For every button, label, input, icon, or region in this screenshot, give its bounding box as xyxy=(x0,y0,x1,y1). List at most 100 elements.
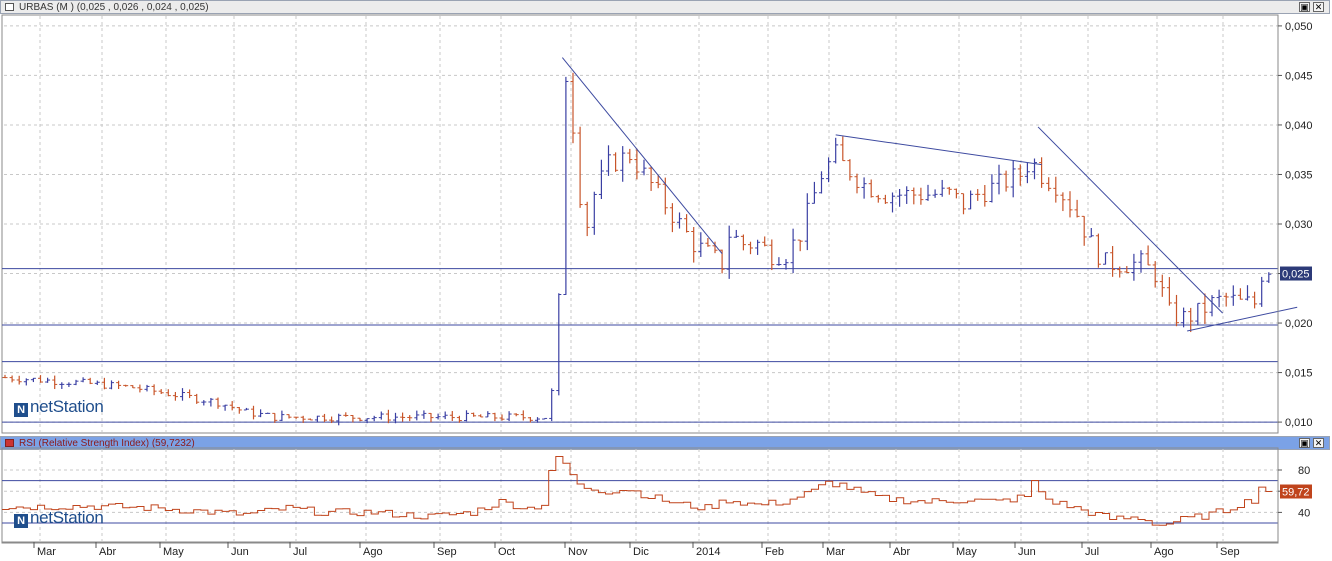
ohlc-bar xyxy=(890,192,895,213)
maximize-button[interactable]: ▣ xyxy=(1299,2,1310,12)
ohlc-bar xyxy=(1003,170,1009,192)
ohlc-bar xyxy=(393,412,398,424)
current-price-marker: 0,025 xyxy=(1280,266,1312,281)
ohlc-bar xyxy=(513,413,519,417)
ohlc-bar xyxy=(23,378,29,386)
price-trendlines xyxy=(561,57,1298,332)
ohlc-bar xyxy=(456,415,462,423)
ohlc-bar xyxy=(94,380,100,386)
ohlc-bar xyxy=(130,385,136,389)
ohlc-bar xyxy=(258,409,264,418)
x-tick-label: Abr xyxy=(893,546,910,558)
ohlc-bar xyxy=(158,389,164,395)
ohlc-bar xyxy=(918,187,924,205)
price-tick-label: 0,040 xyxy=(1285,120,1313,132)
x-tick-label: Sep xyxy=(1220,546,1240,558)
x-tick-label: Jun xyxy=(1018,546,1036,558)
ohlc-bar xyxy=(1138,250,1144,273)
ohlc-bar xyxy=(1174,294,1179,327)
ohlc-bar xyxy=(364,418,370,424)
ohlc-bar xyxy=(1067,191,1073,218)
price-tick-label: 0,020 xyxy=(1285,318,1313,330)
trendline xyxy=(1037,126,1224,314)
ohlc-bar xyxy=(329,416,335,424)
ohlc-bar xyxy=(762,236,768,247)
maximize-button[interactable]: ▣ xyxy=(1299,438,1310,448)
ohlc-bar xyxy=(932,189,938,198)
ohlc-bar xyxy=(485,411,491,418)
price-tick-label: 0,030 xyxy=(1285,219,1313,231)
ohlc-bar xyxy=(1266,272,1272,283)
ohlc-bar xyxy=(357,417,363,422)
ohlc-bar xyxy=(428,412,434,423)
ohlc-bar xyxy=(165,389,171,397)
ohlc-bar xyxy=(1259,276,1265,307)
ohlc-bar xyxy=(1159,274,1165,297)
rsi-line-group xyxy=(2,455,1273,526)
ohlc-bar xyxy=(1010,160,1016,198)
x-tick-label: May xyxy=(163,546,184,558)
price-panel-title-bar: URBAS (M ) (0,025 , 0,026 , 0,024 , 0,02… xyxy=(0,0,1330,14)
ohlc-bar xyxy=(151,384,157,396)
ohlc-bar xyxy=(385,409,391,424)
ohlc-bar xyxy=(201,400,207,406)
ohlc-bar xyxy=(1032,158,1037,180)
close-button[interactable]: ✕ xyxy=(1313,2,1324,12)
ohlc-bar xyxy=(1145,245,1151,266)
ohlc-bar xyxy=(939,179,945,197)
ohlc-bar xyxy=(776,257,782,266)
ohlc-bar xyxy=(1230,285,1236,306)
price-grid xyxy=(1,14,1279,544)
ohlc-bar xyxy=(16,375,22,385)
ohlc-bar xyxy=(300,415,306,423)
x-tick-label: Mar xyxy=(826,546,845,558)
ohlc-bar xyxy=(662,177,668,215)
price-tick-label: 0,035 xyxy=(1285,169,1313,181)
ohlc-bar xyxy=(868,179,874,198)
ohlc-bar xyxy=(464,410,469,422)
ohlc-bar xyxy=(251,405,256,420)
ohlc-bar xyxy=(478,414,484,418)
ohlc-bar xyxy=(471,412,477,417)
price-bars xyxy=(2,72,1272,426)
current-rsi-label-bg xyxy=(1280,484,1312,499)
ohlc-bar xyxy=(897,189,903,207)
price-tick-label: 0,050 xyxy=(1285,21,1313,33)
ohlc-bar xyxy=(804,193,810,251)
price-tick-label: 0,045 xyxy=(1285,70,1313,82)
x-tick-label: Ago xyxy=(1154,546,1174,558)
ohlc-bar xyxy=(655,175,661,189)
ohlc-bar xyxy=(755,239,761,255)
ohlc-bar xyxy=(272,412,278,423)
ohlc-bar xyxy=(733,229,739,238)
ohlc-bar xyxy=(1095,233,1101,268)
ohlc-bar xyxy=(740,234,746,251)
current-price-label: 0,025 xyxy=(1282,269,1310,281)
ohlc-bar xyxy=(1131,253,1137,281)
x-axis: Mar Abr May Jun Jul Ago Sep Oct Nov Dic 2014 Feb Mar… xyxy=(2,541,1278,558)
ohlc-bar xyxy=(1060,192,1066,212)
ohlc-bar xyxy=(180,388,185,401)
ohlc-bar xyxy=(520,410,526,421)
ohlc-bar xyxy=(1088,227,1094,238)
ohlc-bar xyxy=(712,241,718,254)
ohlc-bar xyxy=(946,186,952,195)
ohlc-bar xyxy=(1117,266,1123,278)
close-button[interactable]: ✕ xyxy=(1313,438,1324,448)
ohlc-bar xyxy=(286,414,292,419)
ohlc-bar xyxy=(208,397,214,407)
ohlc-bar xyxy=(769,239,775,271)
x-tick-label: Jun xyxy=(231,546,249,558)
ohlc-bar xyxy=(982,185,988,207)
ohlc-bar xyxy=(215,397,221,409)
ohlc-bar xyxy=(449,411,455,422)
ohlc-bar xyxy=(38,375,43,383)
ohlc-bar xyxy=(904,186,910,204)
ohlc-bar xyxy=(811,181,817,204)
rsi-plot-frame xyxy=(1,447,1279,544)
ohlc-bar xyxy=(279,410,285,422)
ohlc-bar xyxy=(236,406,242,414)
ohlc-bar xyxy=(911,187,917,205)
